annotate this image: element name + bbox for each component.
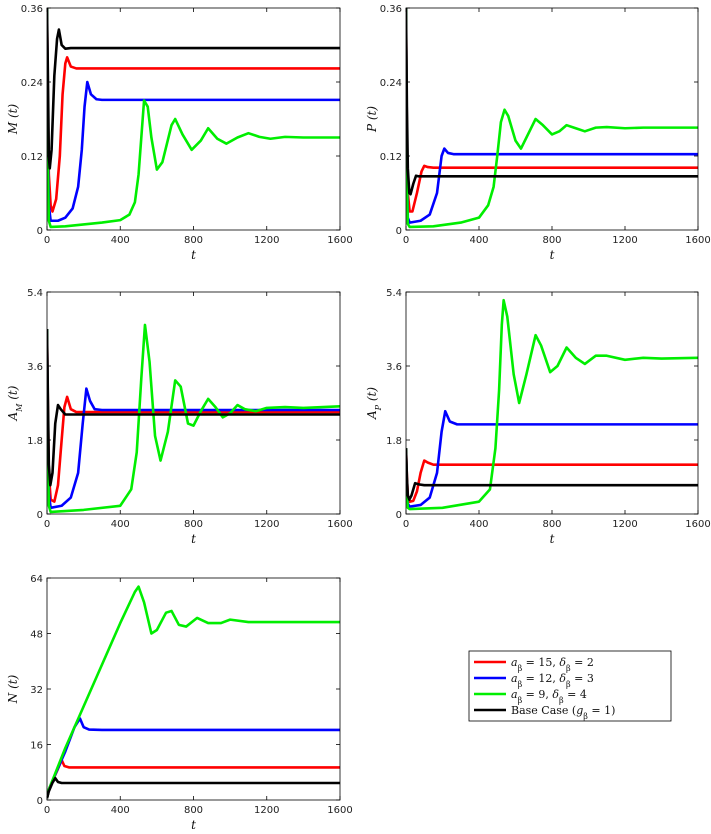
plot-area-AP <box>406 292 698 514</box>
x-tick-label: 1200 <box>254 519 279 530</box>
y-tick-label: 1.8 <box>386 436 402 447</box>
legend-label: aβ = 9, δβ = 4 <box>511 688 587 705</box>
legend: aβ = 15, δβ = 2aβ = 12, δβ = 3aβ = 9, δβ… <box>468 650 672 722</box>
x-tick-label: 800 <box>542 235 561 246</box>
x-tick-label: 1600 <box>685 519 710 530</box>
x-tick-label: 400 <box>111 235 130 246</box>
y-tick-label: 0 <box>37 226 43 237</box>
series-line-P-black <box>406 8 698 196</box>
x-axis-label-N: t <box>191 818 196 832</box>
x-tick-label: 0 <box>44 235 50 246</box>
x-tick-label: 400 <box>111 519 130 530</box>
x-tick-label: 1600 <box>327 805 352 816</box>
y-axis-label-AM: AM (t) <box>6 385 24 421</box>
x-tick-label: 0 <box>403 519 409 530</box>
series-line-M-black <box>47 8 340 170</box>
y-tick-label: 16 <box>30 741 43 752</box>
x-tick-label: 0 <box>403 235 409 246</box>
series-line-N-green <box>47 585 340 799</box>
x-tick-label: 800 <box>184 805 203 816</box>
x-tick-label: 1600 <box>327 519 352 530</box>
x-axis-label-P: t <box>550 248 555 262</box>
y-tick-label: 5.4 <box>27 288 43 299</box>
chart-panel-N: 0 400 800 1200 1600 0 16 32 48 64 t N (t) <box>6 574 353 832</box>
y-tick-label: 0.36 <box>21 4 43 15</box>
y-tick-label: 0 <box>37 510 43 521</box>
x-tick-label: 400 <box>111 805 130 816</box>
y-tick-label: 5.4 <box>386 288 402 299</box>
y-axis-label-N: N (t) <box>6 674 20 704</box>
y-tick-label: 3.6 <box>27 362 43 373</box>
x-tick-label: 1200 <box>612 235 637 246</box>
y-axis-label-M: M (t) <box>6 104 20 136</box>
y-tick-label: 64 <box>30 574 43 585</box>
series-line-M-green <box>47 8 340 229</box>
plot-area-N <box>47 578 340 800</box>
x-tick-label: 0 <box>44 519 50 530</box>
series-line-AP-green <box>406 298 698 511</box>
series-line-P-green <box>406 8 698 229</box>
x-tick-label: 800 <box>184 235 203 246</box>
chart-panel-P: 0 400 800 1200 1600 0 0.12 0.24 0.36 t P (t) <box>365 4 711 262</box>
x-tick-label: 1200 <box>612 519 637 530</box>
y-tick-label: 0 <box>396 226 402 237</box>
x-axis-label-M: t <box>191 248 196 262</box>
plot-area-P <box>406 8 698 230</box>
chart-panel-M: 0 400 800 1200 1600 0 0.12 0.24 0.36 t M (t) <box>6 4 353 262</box>
x-axis-label-AP: t <box>550 532 555 546</box>
x-tick-label: 1600 <box>685 235 710 246</box>
x-tick-label: 0 <box>44 805 50 816</box>
y-tick-label: 0.12 <box>380 152 402 163</box>
y-tick-label: 32 <box>30 685 43 696</box>
x-axis-label-AM: t <box>191 532 196 546</box>
x-tick-label: 800 <box>542 519 561 530</box>
x-tick-label: 1200 <box>254 235 279 246</box>
y-axis-label-P: P (t) <box>365 106 379 133</box>
y-tick-label: 48 <box>30 630 43 641</box>
y-tick-label: 0.24 <box>21 78 43 89</box>
x-tick-label: 400 <box>469 235 488 246</box>
legend-label: Base Case (gβ = 1) <box>511 704 615 721</box>
y-tick-label: 0 <box>37 796 43 807</box>
legend-label: aβ = 15, δβ = 2 <box>511 656 594 673</box>
y-tick-label: 1.8 <box>27 436 43 447</box>
series-line-AM-black <box>47 328 340 487</box>
chart-panel-AP: 0 400 800 1200 1600 0 1.8 3.6 5.4 t AP (t) <box>365 288 711 546</box>
x-tick-label: 800 <box>184 519 203 530</box>
plot-area-M <box>47 8 340 230</box>
plot-area-AM <box>47 292 340 514</box>
x-tick-label: 1200 <box>254 805 279 816</box>
series-line-AM-green <box>47 323 340 514</box>
y-tick-label: 0 <box>396 510 402 521</box>
chart-panel-AM: 0 400 800 1200 1600 0 1.8 3.6 5.4 t AM (t) <box>6 288 353 546</box>
series-line-AP-black <box>406 448 698 501</box>
x-tick-label: 400 <box>469 519 488 530</box>
y-tick-label: 0.36 <box>380 4 402 15</box>
y-axis-label-AP: AP (t) <box>365 387 383 420</box>
series-line-N-black <box>47 776 340 799</box>
x-tick-label: 1600 <box>327 235 352 246</box>
y-tick-label: 3.6 <box>386 362 402 373</box>
y-tick-label: 0.12 <box>21 152 43 163</box>
legend-label: aβ = 12, δβ = 3 <box>511 672 594 689</box>
y-tick-label: 0.24 <box>380 78 402 89</box>
